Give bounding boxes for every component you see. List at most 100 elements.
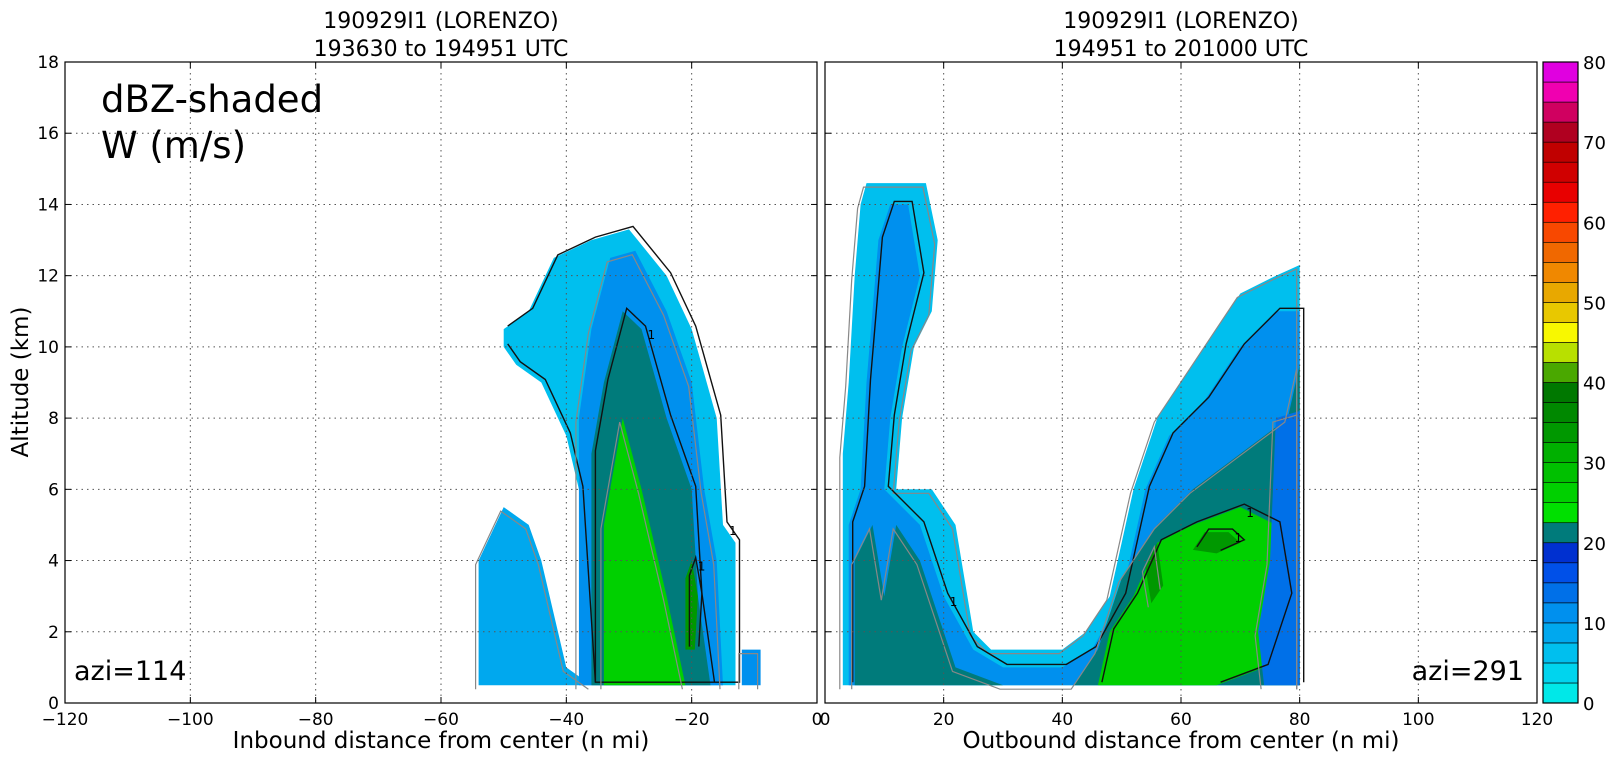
left-contour-label: 1 [698,560,706,574]
right-reflectivity-region [1145,542,1164,604]
colorbar-tick-label: 60 [1583,213,1606,234]
colorbar-swatch [1542,141,1579,163]
colorbar-swatch [1542,241,1579,263]
colorbar-swatch [1542,81,1579,103]
left-y-tick-label: 10 [37,338,59,358]
colorbar-swatch [1542,662,1579,684]
left-reflectivity-region [741,649,761,686]
right-contour-label: 1 [1235,531,1243,545]
colorbar-swatch [1542,342,1579,363]
colorbar-tick-label: 10 [1583,614,1606,635]
left-y-tick-label: 16 [37,124,59,144]
right-reflectivity-region [1097,507,1288,686]
left-reflectivity-region [685,560,698,650]
right-reflectivity-region [1192,532,1241,554]
left-reflectivity-field [478,229,761,686]
colorbar-swatch [1542,221,1579,243]
left-y-tick-label: 18 [37,53,59,73]
right-contour-label: 1 [1246,506,1254,520]
left-downdraft-contour [575,253,721,690]
right-downdraft-contour [851,368,1298,690]
colorbar-swatch [1542,302,1579,323]
left-x-tick-label: −120 [42,710,89,730]
colorbar-swatch [1542,382,1579,403]
colorbar-swatch [1542,161,1579,183]
left-y-tick-label: 0 [48,694,59,714]
left-updraft-contour [507,225,741,683]
left-y-tick-label: 8 [48,409,59,429]
right-w-contours: 111 [839,186,1305,690]
colorbar-swatch [1542,362,1579,383]
left-title: 190929I1 (LORENZO) [323,9,558,34]
colorbar-swatch [1542,121,1579,143]
colorbar-swatch [1542,282,1579,303]
left-contour-label: 1 [648,328,656,342]
colorbar-tick-label: 70 [1583,133,1606,154]
right-x-tick-label: 40 [1052,710,1074,730]
right-downdraft-contour [839,186,1298,690]
right-title: 190929I1 (LORENZO) [1063,9,1298,34]
colorbar-swatch [1542,642,1579,664]
left-x-tick-label: 0 [812,710,823,730]
left-x-tick-label: −40 [548,710,584,730]
left-updraft-contour [688,554,703,647]
right-x-tick-label: 60 [1170,710,1192,730]
right-x-tick-label: 80 [1289,710,1311,730]
colorbar-frame [1542,61,1579,704]
right-reflectivity-region [1258,411,1300,686]
colorbar-swatch [1542,402,1579,423]
left-x-tick-label: −20 [674,710,710,730]
left-y-tick-label: 14 [37,195,59,215]
colorbar-swatch [1542,582,1579,604]
left-ticks: −120 −100 −80 −60 −40 −20 0 0 2 4 6 8 10 12 14 16 18 [37,53,822,730]
right-updraft-contour [852,200,1305,683]
left-downdraft-contour [738,653,759,690]
left-x-tick-label: −80 [298,710,334,730]
right-subtitle: 194951 to 201000 UTC [1054,37,1309,62]
right-x-axis-label: Outbound distance from center (n mi) [963,728,1400,754]
left-downdraft-contour [600,421,683,690]
right-x-tick-label: 20 [933,710,955,730]
left-y-axis-label: Altitude (km) [8,307,34,458]
colorbar-swatch [1542,442,1579,463]
colorbar-swatch [1542,622,1579,644]
left-w-contours: 1 1 1 [475,225,759,690]
right-reflectivity-field [842,183,1300,686]
left-y-tick-label: 2 [48,623,59,643]
colorbar-tick-label: 80 [1583,53,1606,74]
right-panel: 111 0 20 40 60 80 100 120 190929I1 (LORENZO) 1… [820,9,1554,754]
left-x-tick-label: −100 [167,710,214,730]
colorbar-swatch [1542,201,1579,223]
right-downdraft-contour [1254,414,1298,690]
left-panel: 1 1 1 −120 −100 −80 −60 −40 −20 0 0 2 4 6 8 10 12 14 16 18… [8,9,822,754]
colorbar-swatch [1542,502,1579,524]
right-azimuth-label: azi=291 [1412,656,1524,687]
colorbar-tick-label: 40 [1583,374,1606,395]
colorbar-swatch [1542,562,1579,584]
right-downdraft-contour [1141,544,1161,608]
colorbar-swatch [1542,322,1579,343]
right-ticks: 0 20 40 60 80 100 120 [820,61,1553,730]
colorbar-swatch [1542,522,1579,544]
colorbar-swatch [1542,682,1579,704]
left-y-tick-label: 12 [37,267,59,287]
left-contour-label: 1 [729,524,737,538]
right-updraft-contour [1101,503,1293,683]
left-subtitle: 193630 to 194951 UTC [314,37,569,62]
colorbar-swatch [1542,101,1579,123]
colorbar-swatch [1542,61,1579,83]
left-x-tick-label: −60 [423,710,459,730]
annotation-w-units: W (m/s) [101,124,246,167]
colorbar-tick-label: 50 [1583,293,1606,314]
left-azimuth-label: azi=114 [74,656,186,687]
left-reflectivity-region [478,507,592,686]
annotation-dbz-shaded: dBZ-shaded [101,78,323,121]
colorbar-tick-label: 20 [1583,534,1606,555]
colorbar-swatch [1542,602,1579,624]
left-updraft-contour [594,306,716,683]
right-x-tick-label: 120 [1521,710,1553,730]
right-x-tick-label: 100 [1402,710,1434,730]
colorbar: 0 10 20 30 40 50 60 70 80 [1542,53,1606,715]
colorbar-swatch [1542,542,1579,564]
